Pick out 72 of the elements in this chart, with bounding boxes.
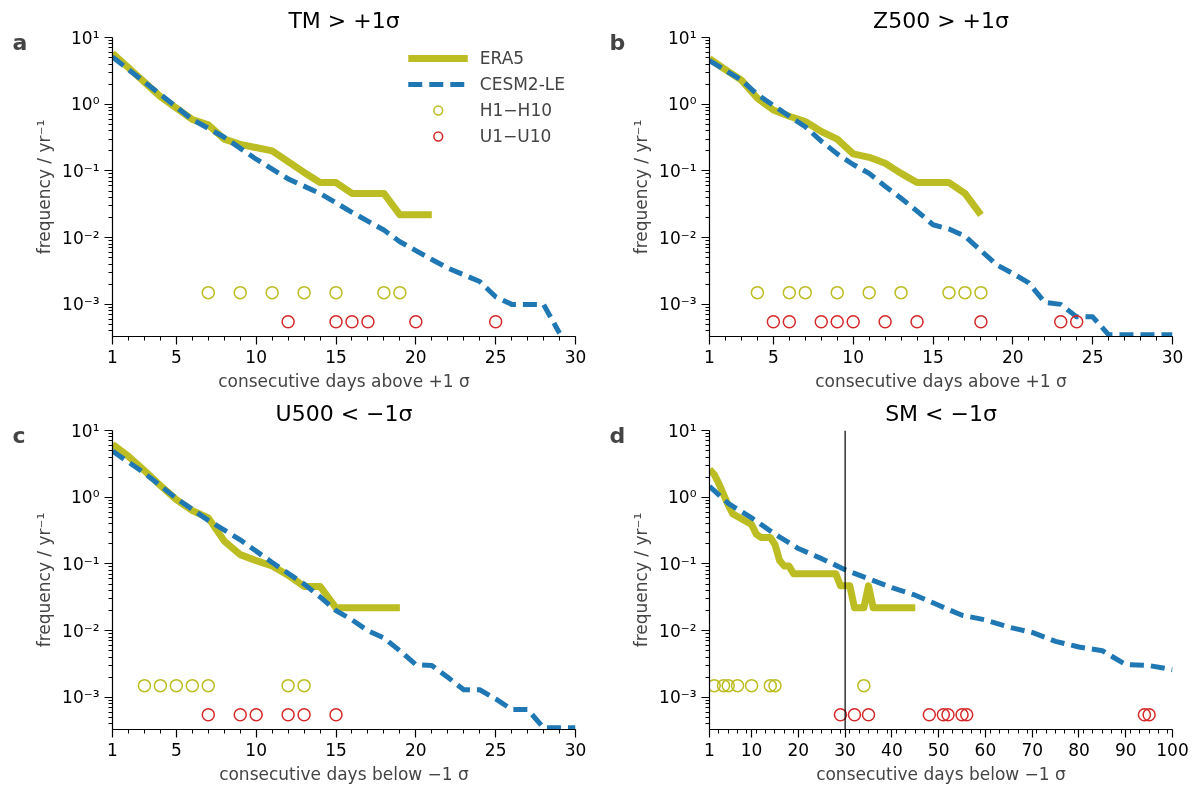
x-tick-label: 25 [484,346,507,367]
x-tick-label: 15 [325,739,347,760]
x-tick-label: 40 [881,739,903,760]
y-tick-label: 10⁻² [659,227,697,248]
y-tick-label: 10¹ [668,420,697,441]
legend-label: CESM2-LE [479,74,565,94]
x-tick-label: 1 [107,346,118,367]
x-tick-label: 20 [405,346,427,367]
y-tick-label: 10⁰ [668,487,697,508]
x-tick-label: 25 [484,739,507,760]
x-tick-label: 1 [107,739,118,760]
x-tick-label: 30 [564,346,587,367]
y-tick-label: 10¹ [668,27,697,48]
x-axis-title: consecutive days below −1 σ [219,763,470,784]
y-tick-label: 10⁰ [71,487,100,508]
y-axis-title: frequency / yr⁻¹ [631,119,652,255]
x-tick-label: 20 [405,739,427,760]
chart-title: TM > +1σ [287,7,400,33]
x-tick-label: 25 [1081,346,1104,367]
y-tick-label: 10⁻³ [62,294,100,315]
y-axis-title: frequency / yr⁻¹ [631,512,652,648]
x-tick-label: 50 [927,739,950,760]
y-tick-label: 10⁰ [71,94,100,115]
x-tick-label: 5 [767,346,779,367]
text: b [609,29,626,55]
text: d [609,422,626,448]
x-tick-label: 30 [564,739,587,760]
text: a [12,29,28,55]
x-tick-label: 10 [245,346,268,367]
y-tick-label: 10⁻² [62,620,100,641]
y-tick-label: 10⁻¹ [659,160,697,181]
x-tick-label: 1 [704,739,715,760]
x-tick-label: 70 [1021,739,1044,760]
x-tick-label: 30 [1161,346,1184,367]
x-tick-label: 10 [842,346,865,367]
x-tick-label: 20 [1002,346,1024,367]
legend-label: ERA5 [479,48,525,68]
chart-title: SM < −1σ [885,400,997,426]
y-axis-title: frequency / yr⁻¹ [34,512,55,648]
x-tick-label: 5 [170,739,182,760]
x-tick-label: 15 [922,346,944,367]
x-axis-title: consecutive days above +1 σ [815,370,1068,391]
y-tick-label: 10⁻³ [659,687,697,708]
x-axis-title: consecutive days above +1 σ [218,370,471,391]
y-tick-label: 10¹ [71,420,100,441]
x-tick-label: 80 [1068,739,1090,760]
chart-title: U500 < −1σ [275,400,413,426]
y-tick-label: 10⁻¹ [62,553,100,574]
x-tick-label: 90 [1114,739,1137,760]
y-tick-label: 10⁻² [62,227,100,248]
x-tick-label: 10 [245,739,268,760]
x-tick-label: 60 [974,739,997,760]
text: c [12,422,26,448]
x-tick-label: 15 [325,346,347,367]
y-tick-label: 10⁰ [668,94,697,115]
y-tick-label: 10⁻³ [659,294,697,315]
x-tick-label: 100 [1156,739,1189,760]
legend-label: H1−H10 [479,100,553,120]
y-tick-label: 10¹ [71,27,100,48]
chart-title: Z500 > +1σ [873,7,1009,33]
x-tick-label: 20 [787,739,810,760]
y-axis-title: frequency / yr⁻¹ [34,119,55,255]
x-tick-label: 30 [834,739,856,760]
y-tick-label: 10⁻¹ [659,553,697,574]
x-axis-title: consecutive days below −1 σ [816,763,1067,784]
y-tick-label: 10⁻³ [62,687,100,708]
x-tick-label: 5 [170,346,182,367]
legend-label: U1−U10 [479,126,552,146]
x-tick-label: 10 [740,739,763,760]
x-tick-label: 1 [704,346,715,367]
y-tick-label: 10⁻¹ [62,160,100,181]
y-tick-label: 10⁻² [659,620,697,641]
